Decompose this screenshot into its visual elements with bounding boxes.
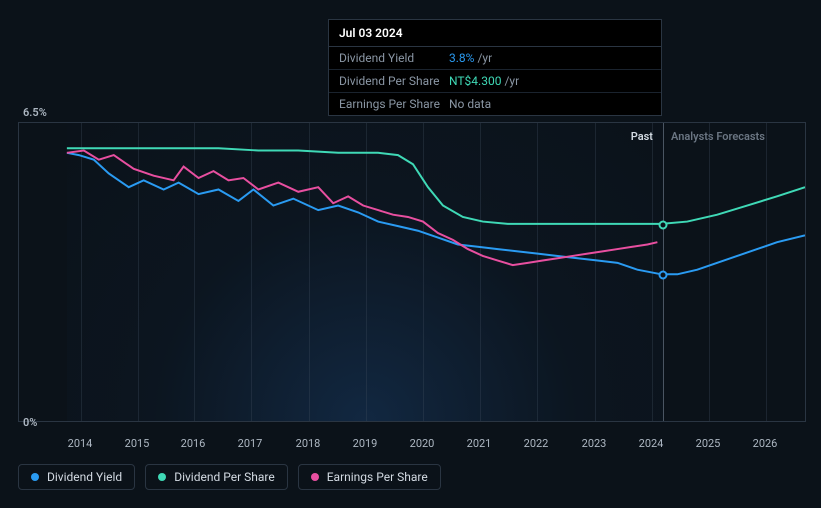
x-axis-tick: 2024 [639, 437, 664, 450]
x-axis-tick: 2015 [125, 437, 150, 450]
legend-label: Dividend Yield [47, 470, 122, 484]
tooltip-metric-unit: /yr [477, 51, 492, 65]
x-axis-tick: 2026 [753, 437, 778, 450]
x-axis-tick: 2022 [524, 437, 549, 450]
series-marker [659, 220, 668, 229]
legend-dot-icon [31, 473, 39, 481]
x-axis-tick: 2019 [353, 437, 378, 450]
legend-item[interactable]: Dividend Yield [18, 464, 135, 490]
tooltip-row: Dividend Yield3.8%/yr [329, 47, 661, 70]
series-line [67, 148, 805, 224]
x-axis-tick: 2016 [181, 437, 206, 450]
series-line [67, 153, 805, 274]
legend-label: Dividend Per Share [174, 470, 275, 484]
legend-dot-icon [158, 473, 166, 481]
tooltip-metric-label: Dividend Yield [339, 51, 449, 65]
tooltip-metric-value: NT$4.300 [449, 74, 501, 88]
x-axis-tick: 2023 [582, 437, 607, 450]
dividend-chart: 6.5% Past Analysts Forecasts 0% 20142015… [18, 108, 806, 453]
chart-legend: Dividend Yield Dividend Per Share Earnings… [18, 464, 441, 490]
x-axis-tick: 2014 [68, 437, 93, 450]
chart-plot[interactable]: Past Analysts Forecasts [18, 122, 806, 422]
tooltip-metric-label: Dividend Per Share [339, 74, 449, 88]
x-axis-tick: 2025 [696, 437, 721, 450]
series-marker [659, 271, 668, 280]
x-axis-tick: 2020 [410, 437, 435, 450]
tooltip-metric-label: Earnings Per Share [339, 97, 449, 111]
tooltip-row: Earnings Per ShareNo data [329, 93, 661, 115]
tooltip-metric-value: 3.8% [449, 51, 474, 65]
tooltip-date: Jul 03 2024 [329, 20, 661, 47]
x-axis: 2014 2015 2016 2017 2018 2019 2020 2021 2022 2023… [18, 433, 806, 453]
tooltip-metric-unit: /yr [504, 74, 519, 88]
x-axis-tick: 2017 [238, 437, 263, 450]
chart-lines [19, 123, 805, 421]
legend-item[interactable]: Earnings Per Share [298, 464, 441, 490]
series-line [67, 151, 657, 266]
legend-item[interactable]: Dividend Per Share [145, 464, 288, 490]
legend-label: Earnings Per Share [327, 470, 428, 484]
chart-tooltip: Jul 03 2024 Dividend Yield3.8%/yrDividen… [328, 19, 662, 116]
x-axis-tick: 2021 [467, 437, 492, 450]
tooltip-row: Dividend Per ShareNT$4.300/yr [329, 70, 661, 93]
x-axis-tick: 2018 [296, 437, 321, 450]
tooltip-metric-value: No data [449, 97, 491, 111]
legend-dot-icon [311, 473, 319, 481]
y-axis-max: 6.5% [23, 106, 47, 119]
